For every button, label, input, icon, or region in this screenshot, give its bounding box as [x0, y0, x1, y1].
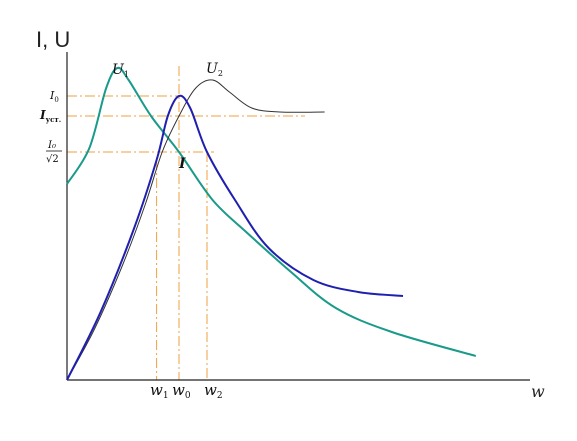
curve-labels: U1 U2 I Iуст. I0 I₀ √2 w1 w0 w2 — [39, 61, 223, 401]
y-label-i_ust: Iуст. — [39, 108, 61, 124]
guide-lines — [67, 66, 305, 380]
y-label-i0: I0 — [49, 89, 59, 104]
series-label-u1: U1 — [112, 62, 129, 79]
x-axis-label: w — [531, 382, 545, 401]
series-label-i: I — [178, 156, 186, 172]
y-label-i0_sqrt2-numerator: I₀ — [47, 140, 56, 151]
series-line-i — [66, 94, 404, 381]
series — [66, 66, 477, 381]
series-label-u2: U2 — [206, 61, 223, 78]
x-label-w2: w2 — [204, 381, 223, 401]
y-label-i0_sqrt2-denominator: √2 — [46, 154, 59, 165]
axes: I, U w — [36, 27, 545, 401]
x-label-w1: w1 — [150, 381, 169, 401]
x-label-w0: w0 — [172, 381, 191, 401]
series-line-u2 — [66, 79, 325, 381]
y-axis-label: I, U — [36, 27, 70, 52]
series-line-u1 — [66, 66, 477, 357]
